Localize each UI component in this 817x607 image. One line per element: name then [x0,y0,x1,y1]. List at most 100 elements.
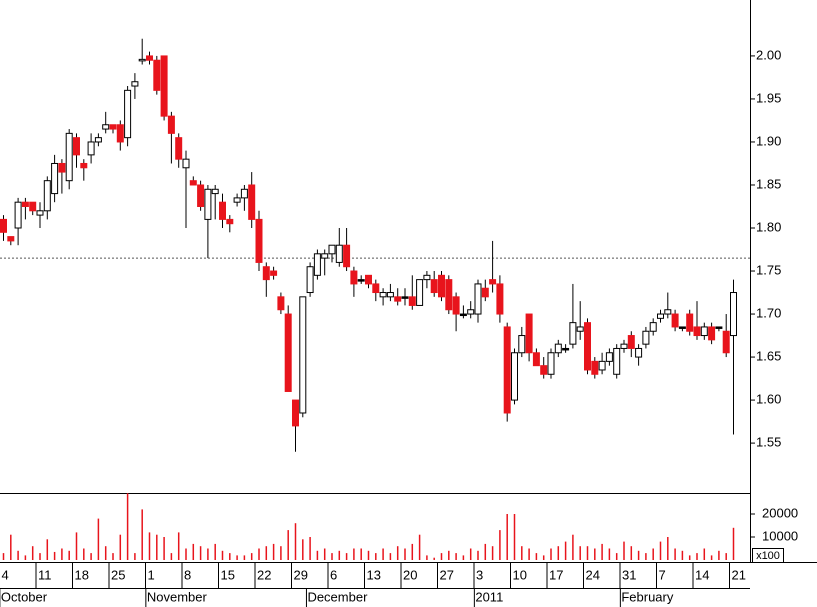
volume-bar [608,548,611,560]
volume-bar [645,553,647,560]
candle-body [43,180,51,212]
volume-bar [199,546,202,560]
x-tick-label: 10 [513,567,527,582]
volume-tick-label: 20000 [762,505,798,520]
candle-body [386,292,394,298]
volume-bar [681,550,684,560]
volume-bar [564,541,567,560]
candle-body [438,274,445,298]
volume-bar [24,555,27,560]
volume-bar [404,548,406,560]
candle-body [613,347,621,375]
volume-bar [148,532,151,560]
candle-body [94,137,102,143]
volume-bar [163,536,165,560]
volume-bar [557,546,560,560]
candle-body [321,253,329,259]
candle-body [671,313,679,328]
volume-bar [411,543,414,560]
candle-body [554,343,562,354]
volume-bar [2,553,5,560]
volume-bar [652,548,654,560]
candle-body [182,158,190,169]
candle-body [14,201,22,229]
candle-body [540,365,548,375]
volume-bar [637,550,640,560]
candle-body [584,322,591,371]
x-tick-label: 1 [148,567,155,582]
candle-body [306,266,314,294]
y-tick-label: 1.85 [756,176,781,191]
candle-body [284,313,292,392]
candle-body [138,58,146,62]
y-tick-label: 1.55 [756,435,781,450]
candle-body [700,326,708,337]
candle-body [153,59,161,91]
candle-body [29,201,37,212]
candle-body [496,283,504,315]
candle-body [408,296,416,306]
volume-bar [477,550,479,560]
candle-body [467,309,475,315]
candle-body [657,313,664,319]
month-label: February [621,589,674,604]
volume-bar [265,546,268,560]
x-tick-label: 7 [659,567,666,582]
volume-bar [418,534,421,560]
candle-body [270,270,278,276]
x-tick-label: 29 [294,567,308,582]
volume-bar [367,550,370,560]
candle-body [189,180,197,186]
volume-bar [243,555,246,560]
volume-bar [710,555,713,560]
candle-body [80,162,88,169]
volume-bar [309,536,311,560]
volume-bar [615,553,618,560]
volume-bar [134,553,136,560]
volume-bar [718,550,720,560]
x-tick-label: 8 [184,567,191,582]
volume-bar [375,553,377,560]
volume-bar [156,534,158,560]
volume-bar [579,546,581,560]
volume-bar [521,546,523,560]
x-tick-label: 21 [732,567,746,582]
volume-bar [236,555,238,560]
volume-bar [659,541,662,560]
candle-body [211,188,219,195]
candle-body [620,343,628,349]
volume-bar [732,527,735,560]
volume-bar [491,546,494,560]
volume-bar [725,553,727,560]
volume-bar [112,553,114,560]
candle-body [167,115,175,134]
volume-bar [455,553,457,560]
volume-bar [338,550,341,560]
candle-body [255,218,263,263]
candle-body [394,296,402,302]
volume-bar [229,553,231,560]
x-tick-label: 3 [476,567,483,582]
volume-bar [39,553,41,560]
candle-body [649,322,657,332]
x-tick-label: 6 [330,567,337,582]
candle-body [459,313,467,317]
candle-body [430,279,438,294]
volume-bar [594,548,596,560]
volume-bar [207,548,209,560]
candle-body [343,244,351,268]
candle-body [423,274,431,281]
volume-bar [688,555,691,560]
x-tick-label: 22 [257,567,271,582]
volume-bar [287,530,289,560]
volume-bar [250,553,253,560]
candle-body [335,244,343,263]
volume-bar [353,548,355,560]
x-tick-label: 31 [622,567,636,582]
candle-body [58,162,66,173]
candle-body [532,352,540,367]
volume-bar [440,553,443,560]
candle-body [146,55,153,61]
volume-bar [61,548,63,560]
volume-bar [703,548,706,560]
